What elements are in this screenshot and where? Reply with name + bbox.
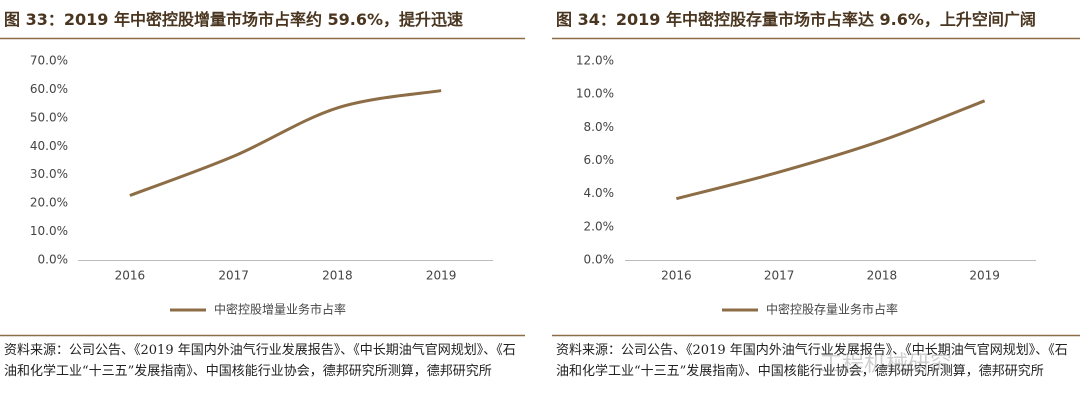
- source-note: 资料来源：公司公告、《2019 年国内外油气行业发展报告》、《中长期油气官网规划…: [4, 343, 516, 379]
- x-tick-label: 2018: [322, 269, 353, 283]
- y-tick-label: 12.0%: [576, 54, 614, 68]
- chart-title: 图 34：2019 年中密控股存量市场市占率达 9.6%，上升空间广阔: [556, 10, 1036, 29]
- legend-label: 中密控股增量业务市占率: [214, 302, 346, 317]
- series-line: [675, 99, 986, 201]
- y-tick-label: 10.0%: [30, 224, 68, 238]
- y-tick-label: 10.0%: [576, 87, 614, 101]
- x-tick-label: 2017: [764, 269, 795, 283]
- chart-title: 图 33：2019 年中密控股增量市场市占率约 59.6%，提升迅速: [4, 10, 464, 29]
- x-tick-label: 2019: [426, 269, 457, 283]
- y-tick-label: 6.0%: [584, 153, 615, 167]
- y-tick-label: 0.0%: [584, 253, 615, 267]
- x-tick-label: 2016: [661, 269, 692, 283]
- y-tick-label: 0.0%: [38, 253, 69, 267]
- y-tick-label: 40.0%: [30, 139, 68, 153]
- y-tick-label: 8.0%: [584, 120, 615, 134]
- x-tick-label: 2016: [115, 269, 146, 283]
- source-note: 资料来源：公司公告、《2019 年国内外油气行业发展报告》、《中长期油气官网规划…: [556, 343, 1068, 379]
- y-tick-label: 4.0%: [584, 186, 615, 200]
- x-tick-label: 2018: [867, 269, 898, 283]
- series-line: [129, 89, 442, 197]
- y-tick-label: 60.0%: [30, 82, 68, 96]
- y-tick-label: 70.0%: [30, 54, 68, 68]
- y-tick-label: 2.0%: [584, 219, 615, 233]
- x-tick-label: 2017: [218, 269, 249, 283]
- y-tick-label: 20.0%: [30, 196, 68, 210]
- legend-label: 中密控股存量业务市占率: [766, 302, 898, 317]
- x-tick-label: 2019: [969, 269, 1000, 283]
- y-tick-label: 50.0%: [30, 110, 68, 124]
- watermark: 工程机械研究: [820, 352, 953, 377]
- y-tick-label: 30.0%: [30, 167, 68, 181]
